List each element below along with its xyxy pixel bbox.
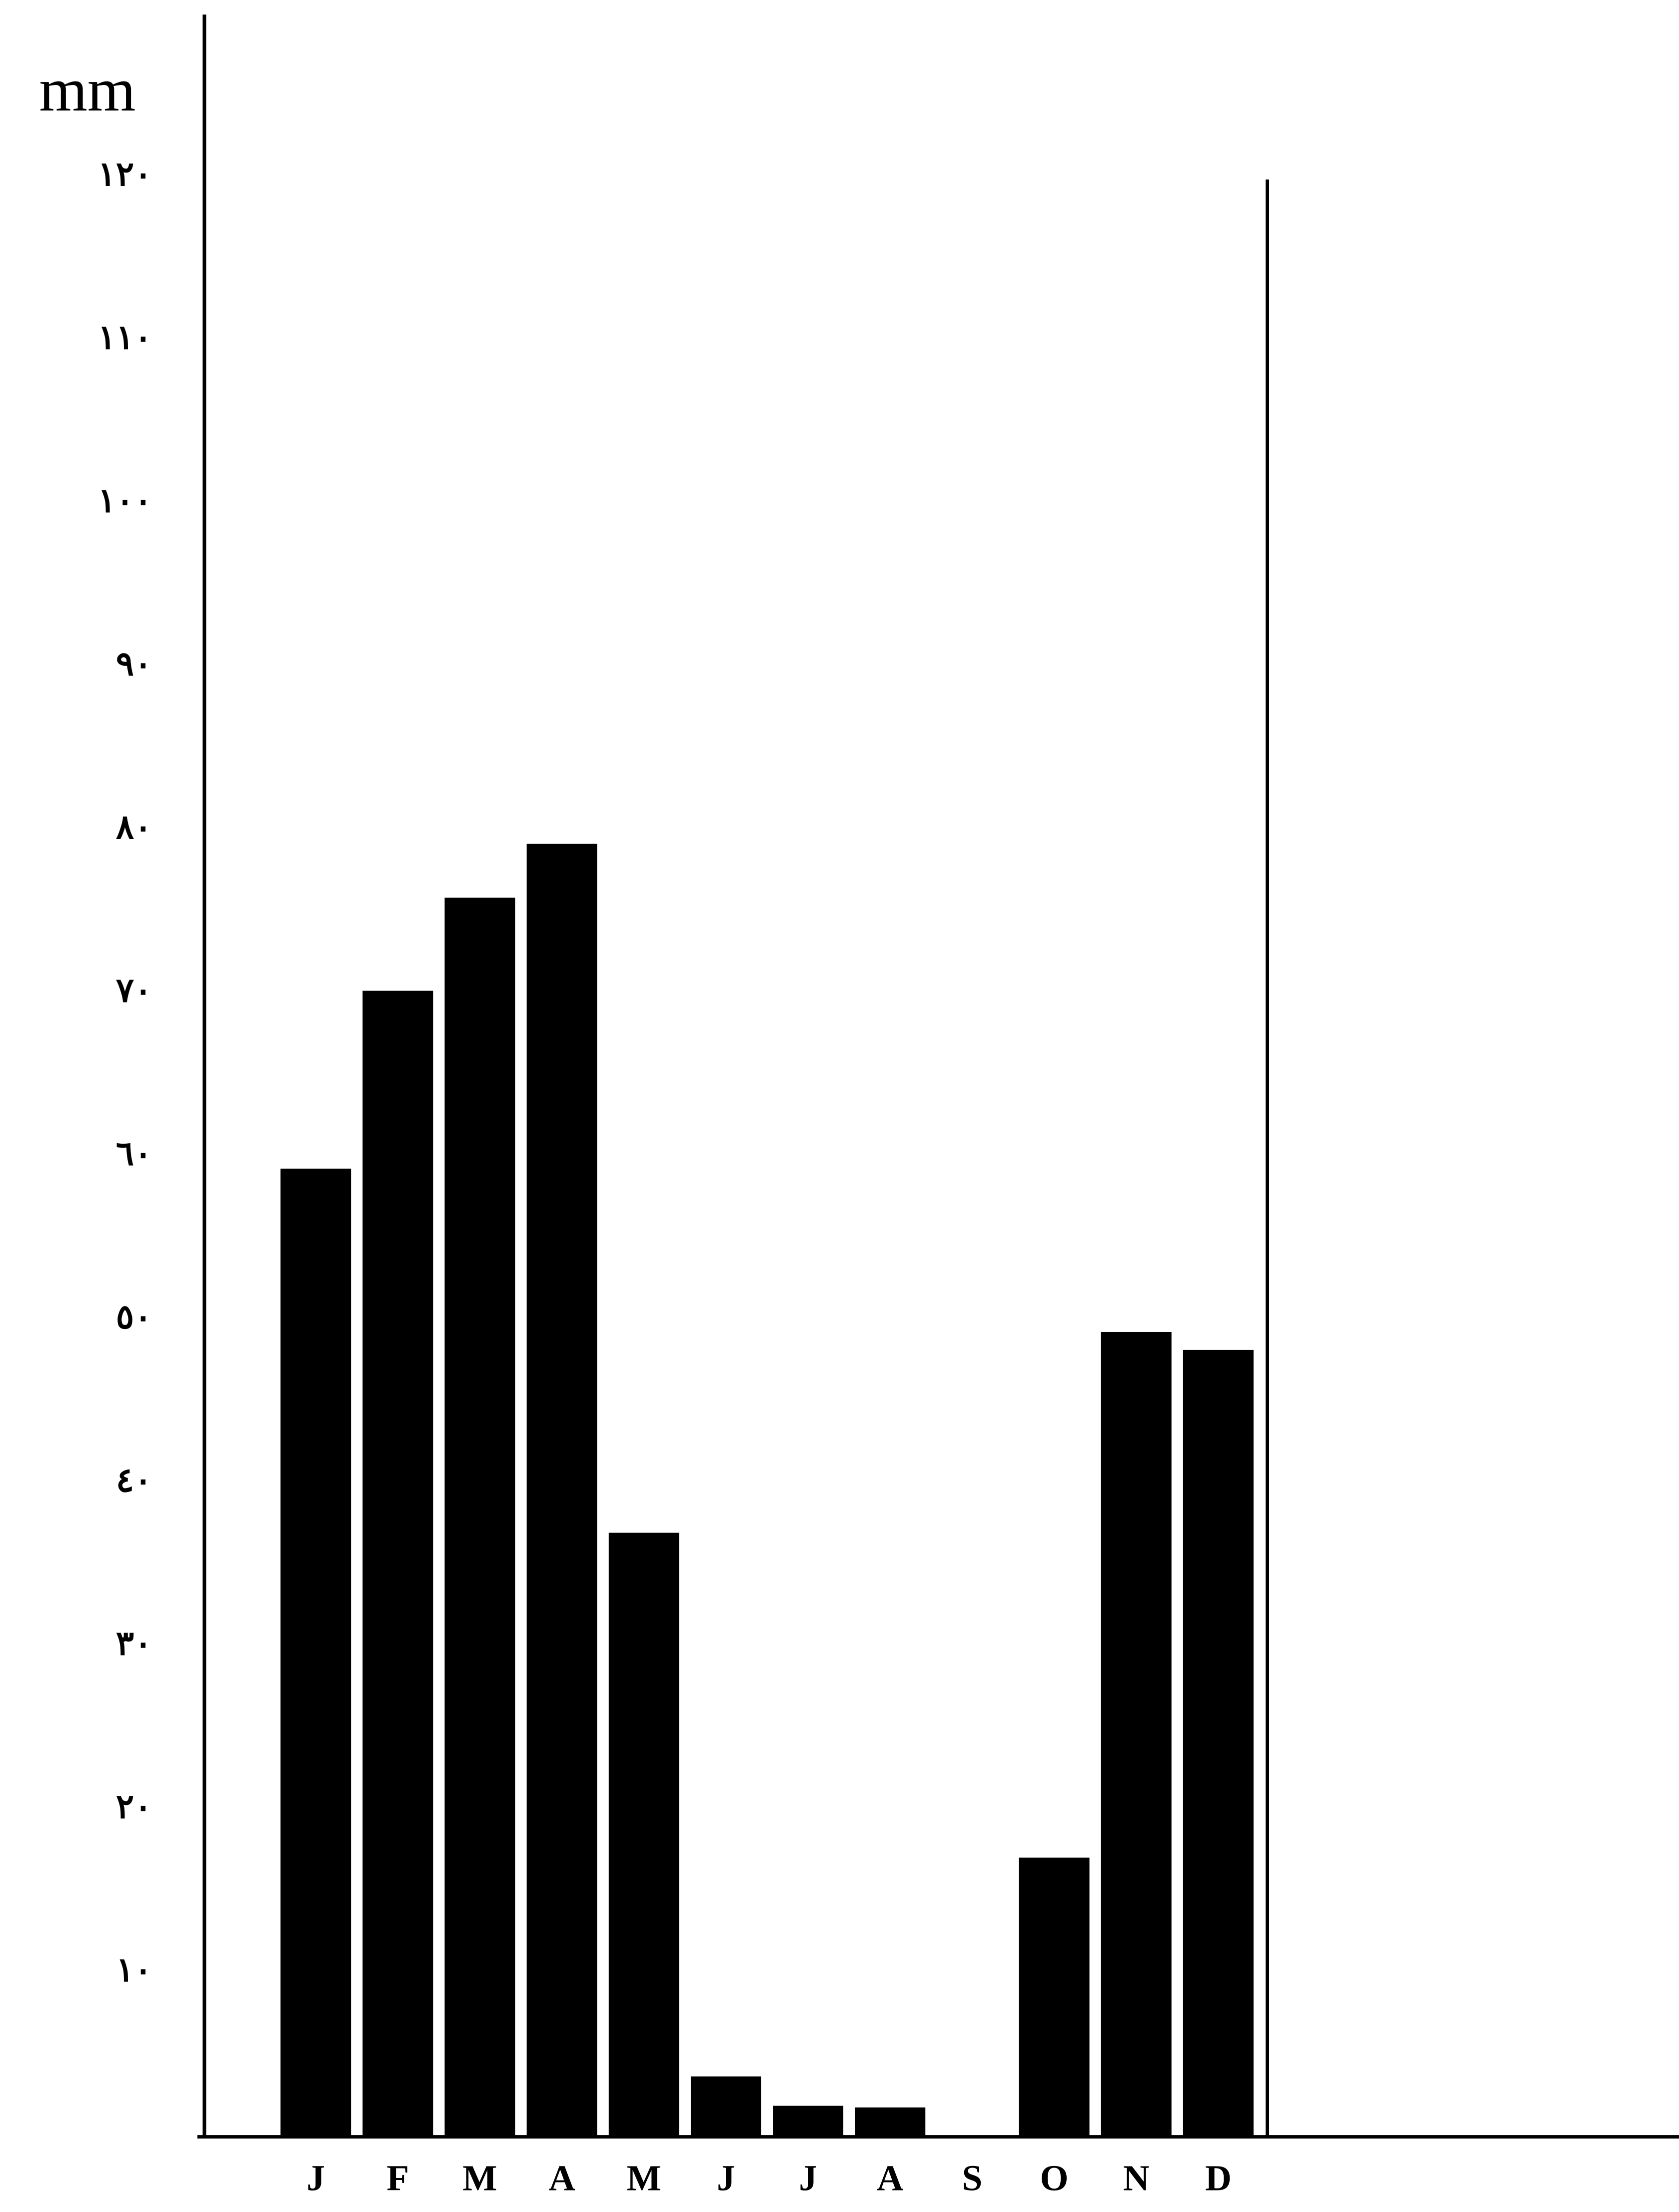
x-tick-label: A: [877, 2158, 903, 2198]
bar: [444, 898, 515, 2137]
bar: [1019, 1858, 1090, 2137]
y-tick-label: ١٢٠: [98, 156, 152, 193]
x-tick-label: J: [306, 2158, 325, 2198]
x-tick-label: N: [1123, 2158, 1150, 2198]
bar: [855, 2107, 926, 2137]
bar: [526, 844, 597, 2137]
bar: [280, 1168, 351, 2137]
y-tick-label: ٩٠: [116, 646, 152, 683]
x-tick-label: D: [1205, 2158, 1232, 2198]
y-tick-label: ٣٠: [116, 1625, 152, 1662]
y-tick-label: ٨٠: [116, 808, 152, 846]
y-tick-label: ٤٠: [116, 1462, 152, 1499]
y-tick-label: ٧٠: [116, 972, 152, 1010]
x-tick-label: F: [386, 2158, 409, 2198]
y-axis-label: mm: [39, 55, 135, 124]
bar: [1183, 1350, 1254, 2137]
bar: [1101, 1332, 1172, 2137]
x-tick-label: J: [717, 2158, 735, 2198]
y-tick-label: ٦٠: [116, 1135, 152, 1172]
y-tick-label: ١١٠: [98, 319, 152, 356]
y-tick-label: ٥٠: [116, 1298, 152, 1336]
bar: [690, 2076, 761, 2137]
x-tick-label: S: [962, 2158, 983, 2198]
x-tick-label: A: [549, 2158, 575, 2198]
bar: [608, 1532, 679, 2137]
x-tick-label: M: [462, 2158, 497, 2198]
y-tick-label: ١٠٠: [98, 482, 152, 520]
y-tick-label: ١٠: [116, 1952, 152, 1989]
y-tick-label: ٢٠: [116, 1788, 152, 1826]
x-tick-label: O: [1040, 2158, 1069, 2198]
x-tick-label: J: [799, 2158, 817, 2198]
bar: [773, 2106, 844, 2137]
x-tick-label: M: [627, 2158, 661, 2198]
bar: [362, 990, 433, 2137]
